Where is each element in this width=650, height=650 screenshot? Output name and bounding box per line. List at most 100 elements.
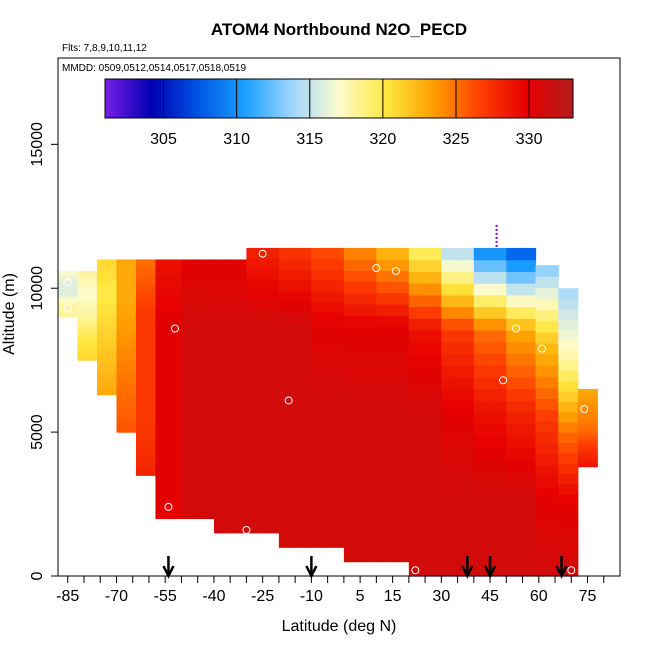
heatmap-cell (168, 333, 174, 344)
heatmap-cell (398, 326, 405, 339)
heatmap-cell (93, 293, 98, 298)
heatmap-cell (484, 505, 491, 519)
heatmap-cell (93, 306, 98, 310)
heatmap-cell (129, 382, 134, 390)
heatmap-cell (177, 370, 183, 381)
heatmap-cell (164, 314, 170, 325)
heatmap-cell (132, 351, 137, 359)
heatmap-cell (203, 379, 210, 390)
heatmap-cell (425, 247, 432, 261)
heatmap-cell (398, 471, 405, 484)
heatmap-cell (387, 505, 394, 518)
heatmap-cell (224, 347, 231, 358)
heatmap-cell (568, 462, 572, 474)
heatmap-cell (145, 382, 150, 392)
heatmap-cell (152, 290, 157, 299)
heatmap-cell (530, 353, 537, 366)
heatmap-cell (64, 307, 69, 310)
heatmap-cell (473, 341, 480, 354)
heatmap-cell (100, 375, 105, 381)
heatmap-cell (590, 405, 595, 409)
heatmap-cell (354, 438, 361, 451)
heatmap-cell (197, 398, 204, 409)
heatmap-cell (197, 435, 204, 446)
heatmap-cell (506, 376, 512, 390)
heatmap-cell (584, 438, 589, 443)
heatmap-cell (360, 404, 367, 417)
heatmap-cell (561, 288, 566, 300)
heatmap-cell (251, 451, 258, 463)
heatmap-cell (441, 552, 448, 565)
heatmap-cell (574, 360, 579, 372)
heatmap-cell (177, 314, 183, 325)
heatmap-cell (577, 408, 582, 412)
heatmap-cell (500, 435, 507, 448)
heatmap-cell (80, 270, 85, 275)
heatmap-cell (581, 394, 585, 398)
heatmap-cell (419, 247, 426, 261)
heatmap-cell (289, 386, 296, 399)
heatmap-cell (543, 531, 548, 544)
heatmap-cell (520, 552, 527, 565)
heatmap-cell (577, 425, 582, 429)
heatmap-cell (213, 376, 220, 387)
heatmap-cell (525, 365, 532, 378)
heatmap-cell (241, 523, 248, 534)
heatmap-cell (535, 365, 540, 377)
heatmap-cell (181, 398, 188, 409)
heatmap-cell (251, 512, 258, 524)
heatmap-cell (224, 425, 231, 436)
heatmap-cell (539, 442, 544, 455)
heatmap-cell (177, 277, 183, 288)
heatmap-cell (520, 376, 527, 390)
heatmap-cell (316, 536, 323, 548)
heatmap-cell (435, 529, 442, 542)
heatmap-cell (139, 382, 144, 392)
heatmap-cell (558, 432, 563, 443)
heatmap-cell (192, 435, 199, 446)
heatmap-cell (142, 313, 147, 322)
heatmap-cell (90, 356, 95, 361)
heatmap-cell (224, 269, 231, 280)
heatmap-cell (392, 449, 399, 462)
heatmap-cell (64, 290, 69, 293)
heatmap-cell (387, 516, 394, 529)
heatmap-cell (462, 411, 470, 425)
heatmap-cell (370, 483, 377, 495)
heatmap-cell (83, 325, 88, 329)
heatmap-cell (343, 303, 350, 316)
heatmap-cell (327, 483, 334, 495)
heatmap-cell (155, 407, 161, 418)
heatmap-cell (172, 305, 178, 316)
heatmap-cell (392, 483, 399, 495)
heatmap-cell (387, 247, 394, 260)
heatmap-cell (322, 515, 329, 527)
heatmap-cell (90, 350, 95, 355)
heatmap-cell (103, 283, 108, 290)
heatmap-cell (539, 487, 544, 499)
heatmap-cell (139, 313, 144, 322)
heatmap-cell (129, 407, 134, 415)
heatmap-cell (594, 402, 598, 407)
heatmap-cell (192, 379, 199, 390)
heatmap-cell (246, 258, 253, 269)
heatmap-cell (490, 482, 497, 495)
heatmap-cell (87, 312, 92, 317)
heatmap-cell (490, 388, 497, 401)
heatmap-cell (70, 284, 75, 287)
heatmap-cell (408, 318, 415, 331)
heatmap-cell (77, 280, 82, 285)
heatmap-cell (520, 482, 527, 495)
heatmap-cell (316, 418, 323, 431)
heatmap-cell (571, 545, 576, 557)
heatmap-cell (376, 359, 383, 372)
heatmap-cell (520, 493, 527, 507)
heatmap-cell (564, 339, 569, 351)
heatmap-cell (58, 272, 62, 275)
heatmap-cell (273, 359, 280, 371)
heatmap-cell (322, 461, 329, 473)
heatmap-cell (64, 312, 69, 315)
heatmap-cell (554, 309, 559, 322)
heatmap-cell (289, 333, 296, 345)
sample-point (512, 324, 521, 333)
